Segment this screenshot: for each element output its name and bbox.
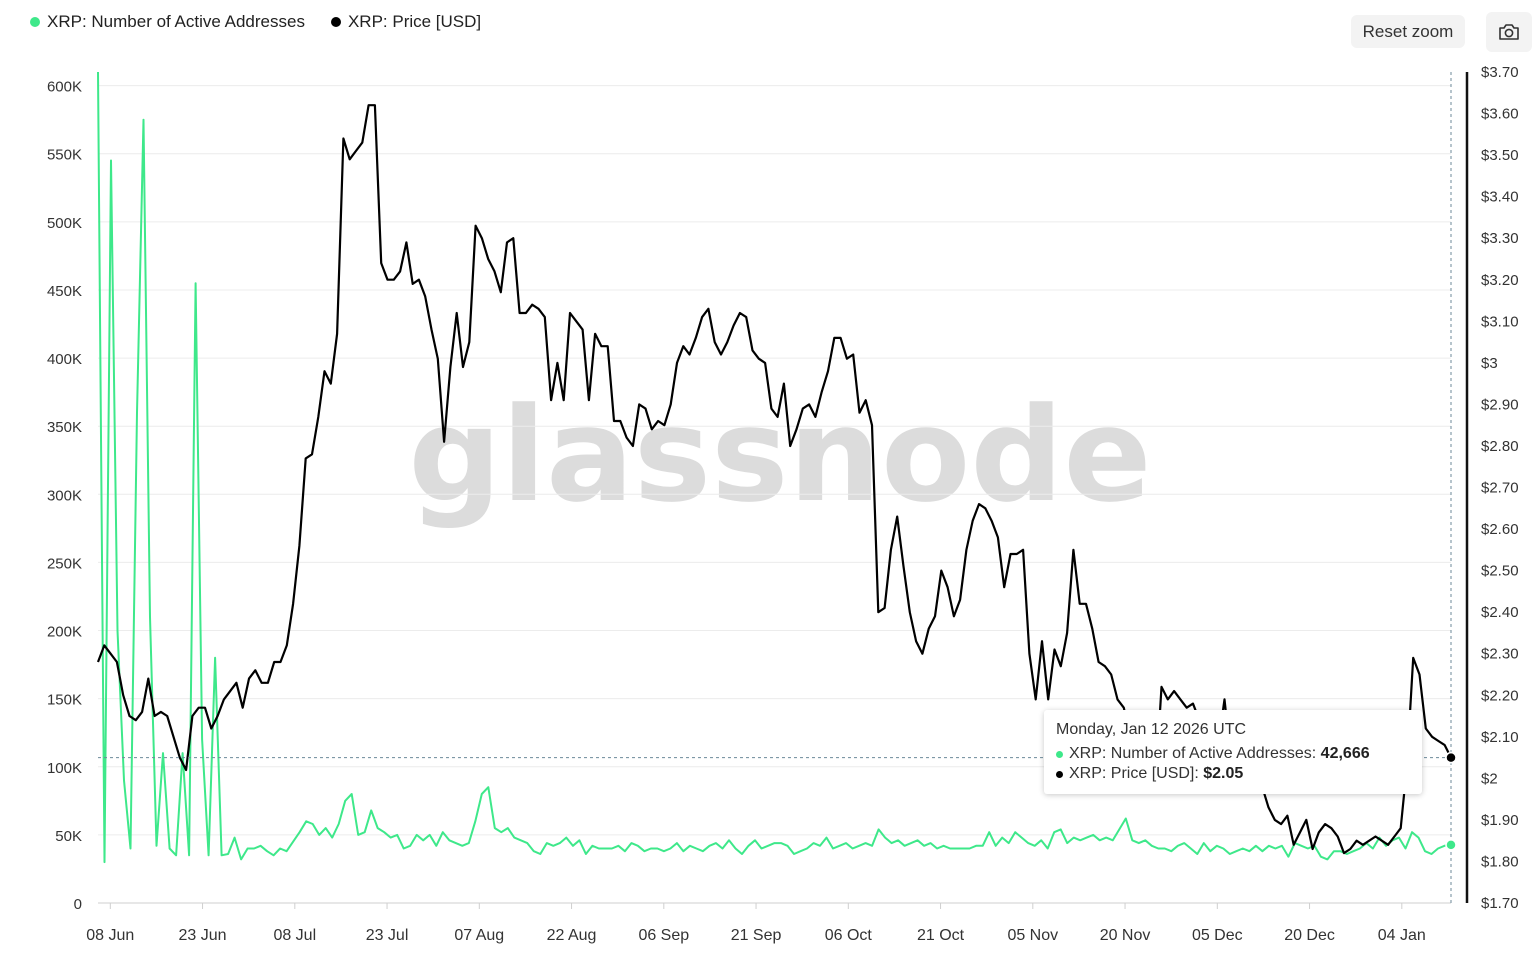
right-tick-label: $3.30 <box>1481 230 1519 247</box>
camera-icon <box>1499 24 1519 40</box>
x-tick-label: 07 Aug <box>454 927 504 944</box>
active-addresses-line <box>97 71 1452 864</box>
right-tick-label: $3.50 <box>1481 147 1519 164</box>
left-axis: 0 50K 100K 150K 200K 250K 300K 350K 400K 450K 500K… <box>47 79 82 913</box>
right-axis: $1.70 $1.80 $1.90 $2 $2.10 $2.20 $2.30 $2.40 $2.… <box>1465 64 1519 912</box>
x-axis: 08 Jun 23 Jun 08 Jul 23 Jul 07 Aug 22 Aug 06 S… <box>86 903 1426 944</box>
right-tick-label: $1.80 <box>1481 853 1519 870</box>
right-tick-label: $3.40 <box>1481 189 1519 206</box>
right-tick-label: $2.70 <box>1481 480 1519 497</box>
chart-legend: XRP: Number of Active Addresses XRP: Pri… <box>30 12 481 32</box>
tooltip-active-label: XRP: Number of Active Addresses: <box>1069 745 1321 762</box>
right-tick-label: $2.50 <box>1481 563 1519 580</box>
x-tick-label: 08 Jul <box>273 927 316 944</box>
right-tick-label: $1.90 <box>1481 812 1519 829</box>
x-tick-label: 23 Jun <box>179 927 227 944</box>
left-tick-label: 250K <box>47 555 82 572</box>
left-tick-label: 200K <box>47 624 82 641</box>
right-tick-label: $3.60 <box>1481 106 1519 123</box>
x-tick-label: 05 Dec <box>1192 927 1243 944</box>
x-tick-label: 05 Nov <box>1007 927 1058 944</box>
left-tick-label: 100K <box>47 760 82 777</box>
legend-price-dot <box>330 17 341 27</box>
right-tick-label: $3.20 <box>1481 272 1519 289</box>
left-tick-label: 300K <box>47 487 82 504</box>
right-tick-label: $2.30 <box>1481 646 1519 663</box>
legend-item-active-addresses[interactable]: XRP: Number of Active Addresses <box>30 12 305 32</box>
tooltip-date: Monday, Jan 12 2026 UTC <box>1056 721 1247 738</box>
left-tick-label: 0 <box>74 896 82 913</box>
right-tick-label: $2.90 <box>1481 396 1519 413</box>
legend-item-price[interactable]: XRP: Price [USD] <box>330 12 482 32</box>
right-tick-label: $2 <box>1481 770 1498 787</box>
x-tick-label: 23 Jul <box>366 927 409 944</box>
x-tick-label: 21 Oct <box>917 927 965 944</box>
tooltip-active-value: 42,666 <box>1320 745 1370 762</box>
reset-zoom-button[interactable]: Reset zoom <box>1351 15 1465 48</box>
x-tick-label: 04 Jan <box>1378 927 1426 944</box>
tooltip-price-value: $2.05 <box>1203 765 1244 782</box>
price-line <box>96 104 1452 855</box>
x-tick-label: 22 Aug <box>547 927 597 944</box>
active-point-marker <box>1445 839 1457 851</box>
right-tick-label: $1.70 <box>1481 895 1519 912</box>
camera-button[interactable] <box>1486 12 1532 52</box>
tooltip-price-row: XRP: Price [USD]: $2.05 <box>1056 765 1243 783</box>
left-tick-label: 50K <box>55 828 82 845</box>
tooltip-active-row: XRP: Number of Active Addresses: 42,666 <box>1056 745 1370 763</box>
left-tick-label: 600K <box>47 79 82 96</box>
right-tick-label: $2.20 <box>1481 687 1519 704</box>
left-tick-label: 350K <box>47 419 82 436</box>
tooltip-price-dot <box>1056 770 1063 778</box>
right-tick-label: $2.60 <box>1481 521 1519 538</box>
right-tick-label: $2.40 <box>1481 604 1519 621</box>
right-tick-label: $3.70 <box>1481 64 1519 81</box>
tooltip: Monday, Jan 12 2026 UTC XRP: Number of A… <box>1044 710 1422 794</box>
left-tick-label: 150K <box>47 692 82 709</box>
right-tick-label: $2.10 <box>1481 729 1519 746</box>
series-layer <box>96 71 1452 864</box>
legend-price-label: XRP: Price [USD] <box>347 12 482 31</box>
left-tick-label: 450K <box>47 283 82 300</box>
x-tick-label: 06 Sep <box>638 927 689 944</box>
left-tick-label: 500K <box>47 215 82 232</box>
x-tick-label: 06 Oct <box>825 927 873 944</box>
tooltip-price-label: XRP: Price [USD]: <box>1069 765 1204 782</box>
right-tick-label: $3.10 <box>1481 313 1519 330</box>
x-tick-label: 08 Jun <box>86 927 134 944</box>
legend-active-dot <box>30 17 40 27</box>
x-tick-label: 21 Sep <box>731 927 782 944</box>
x-tick-label: 20 Dec <box>1284 927 1335 944</box>
right-tick-label: $2.80 <box>1481 438 1519 455</box>
left-tick-label: 400K <box>47 351 82 368</box>
tooltip-active-dot <box>1056 750 1063 758</box>
crosshair <box>98 72 1457 903</box>
price-point-marker <box>1445 751 1457 764</box>
legend-active-label: XRP: Number of Active Addresses <box>47 12 305 31</box>
right-tick-label: $3 <box>1481 355 1498 372</box>
x-tick-label: 20 Nov <box>1100 927 1151 944</box>
left-tick-label: 550K <box>47 147 82 164</box>
grid-lines <box>98 85 1451 904</box>
